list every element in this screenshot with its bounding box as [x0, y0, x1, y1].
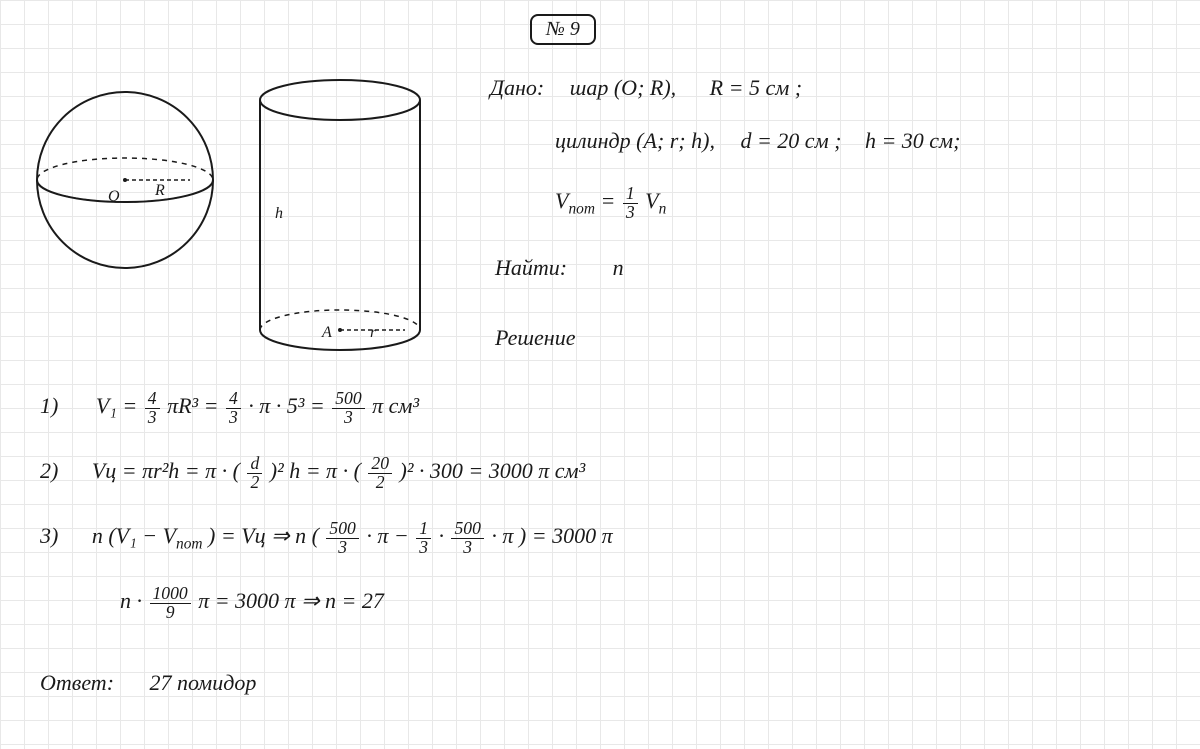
s3d: ·: [438, 523, 449, 548]
answer-label: Ответ:: [40, 670, 114, 695]
s1c: · π · 5³ =: [248, 393, 330, 418]
find-line: Найти: n: [495, 255, 624, 281]
v-sub-n: n: [659, 201, 667, 218]
given-sphere: шар (O; R),: [570, 75, 676, 100]
s2a: Vц = πr²h = π · (: [92, 458, 240, 483]
frac-1-3: 13: [623, 185, 638, 221]
s4b: π = 3000 π ⇒ n = 27: [198, 588, 384, 613]
given-line2: цилиндр (A; r; h), d = 20 см ; h = 30 см…: [555, 128, 960, 154]
s3e: · π ) = 3000 π: [491, 523, 612, 548]
given-h: h = 30 см;: [865, 128, 960, 153]
step-3: 3) n (V₁ − Vпот ) = Vц ⇒ n ( 5003 · π − …: [40, 520, 613, 556]
frac-1-3b: 13: [416, 520, 431, 556]
given-cylinder: цилиндр (A; r; h),: [555, 128, 715, 153]
v-letter: V: [555, 188, 568, 213]
solution-heading: Решение: [495, 325, 575, 351]
frac-20-2: 202: [368, 455, 392, 491]
sphere-label-O: O: [108, 188, 120, 206]
frac-500-3b: 5003: [326, 520, 358, 556]
given-d: d = 20 см ;: [740, 128, 841, 153]
cylinder-label-h: h: [275, 205, 283, 223]
cylinder-label-r: r: [370, 324, 376, 342]
frac-4-3b: 43: [226, 390, 241, 426]
find-label: Найти:: [495, 255, 567, 280]
given-label: Дано:: [490, 75, 544, 100]
s4a: n ·: [120, 588, 148, 613]
problem-number-box: № 9: [530, 14, 596, 45]
given-vnom: Vпот = 13 Vn: [555, 185, 666, 221]
step-1: 1) V₁ = 43 πR³ = 43 · π · 5³ = 5003 π см…: [40, 390, 419, 426]
answer-value: 27 помидор: [150, 670, 257, 695]
s1a: V₁ =: [96, 393, 143, 418]
s1b: πR³ =: [167, 393, 224, 418]
s3sub: пот: [176, 536, 203, 553]
cylinder-label-A: A: [322, 324, 332, 342]
cylinder-diagram: [245, 70, 435, 360]
v-sub-pot: пот: [568, 201, 595, 218]
frac-500-3c: 5003: [451, 520, 483, 556]
s3c: · π −: [366, 523, 414, 548]
given-R: R = 5 см ;: [710, 75, 802, 100]
step3-num: 3): [40, 523, 58, 548]
frac-500-3a: 5003: [332, 390, 364, 426]
eq: =: [600, 188, 620, 213]
answer-line: Ответ: 27 помидор: [40, 670, 256, 696]
sphere-label-R: R: [155, 182, 165, 200]
given-heading: Дано: шар (O; R), R = 5 см ;: [490, 75, 802, 101]
sphere-diagram: [30, 80, 220, 280]
s3b: ) = Vц ⇒ n (: [208, 523, 324, 548]
s3a: n (V₁ − V: [92, 523, 176, 548]
step-4: n · 10009 π = 3000 π ⇒ n = 27: [120, 585, 384, 621]
frac-d-2: d2: [247, 455, 262, 491]
step2-num: 2): [40, 458, 58, 483]
s2c: )² · 300 = 3000 π см³: [400, 458, 586, 483]
frac-1000-9: 10009: [150, 585, 191, 621]
find-value: n: [613, 255, 624, 280]
frac-4-3a: 43: [145, 390, 160, 426]
problem-number: № 9: [546, 18, 580, 40]
s2b: )² h = π · (: [270, 458, 361, 483]
v-rhs: V: [645, 188, 658, 213]
s1d: π см³: [372, 393, 419, 418]
step1-num: 1): [40, 393, 58, 418]
step-2: 2) Vц = πr²h = π · ( d2 )² h = π · ( 202…: [40, 455, 585, 491]
